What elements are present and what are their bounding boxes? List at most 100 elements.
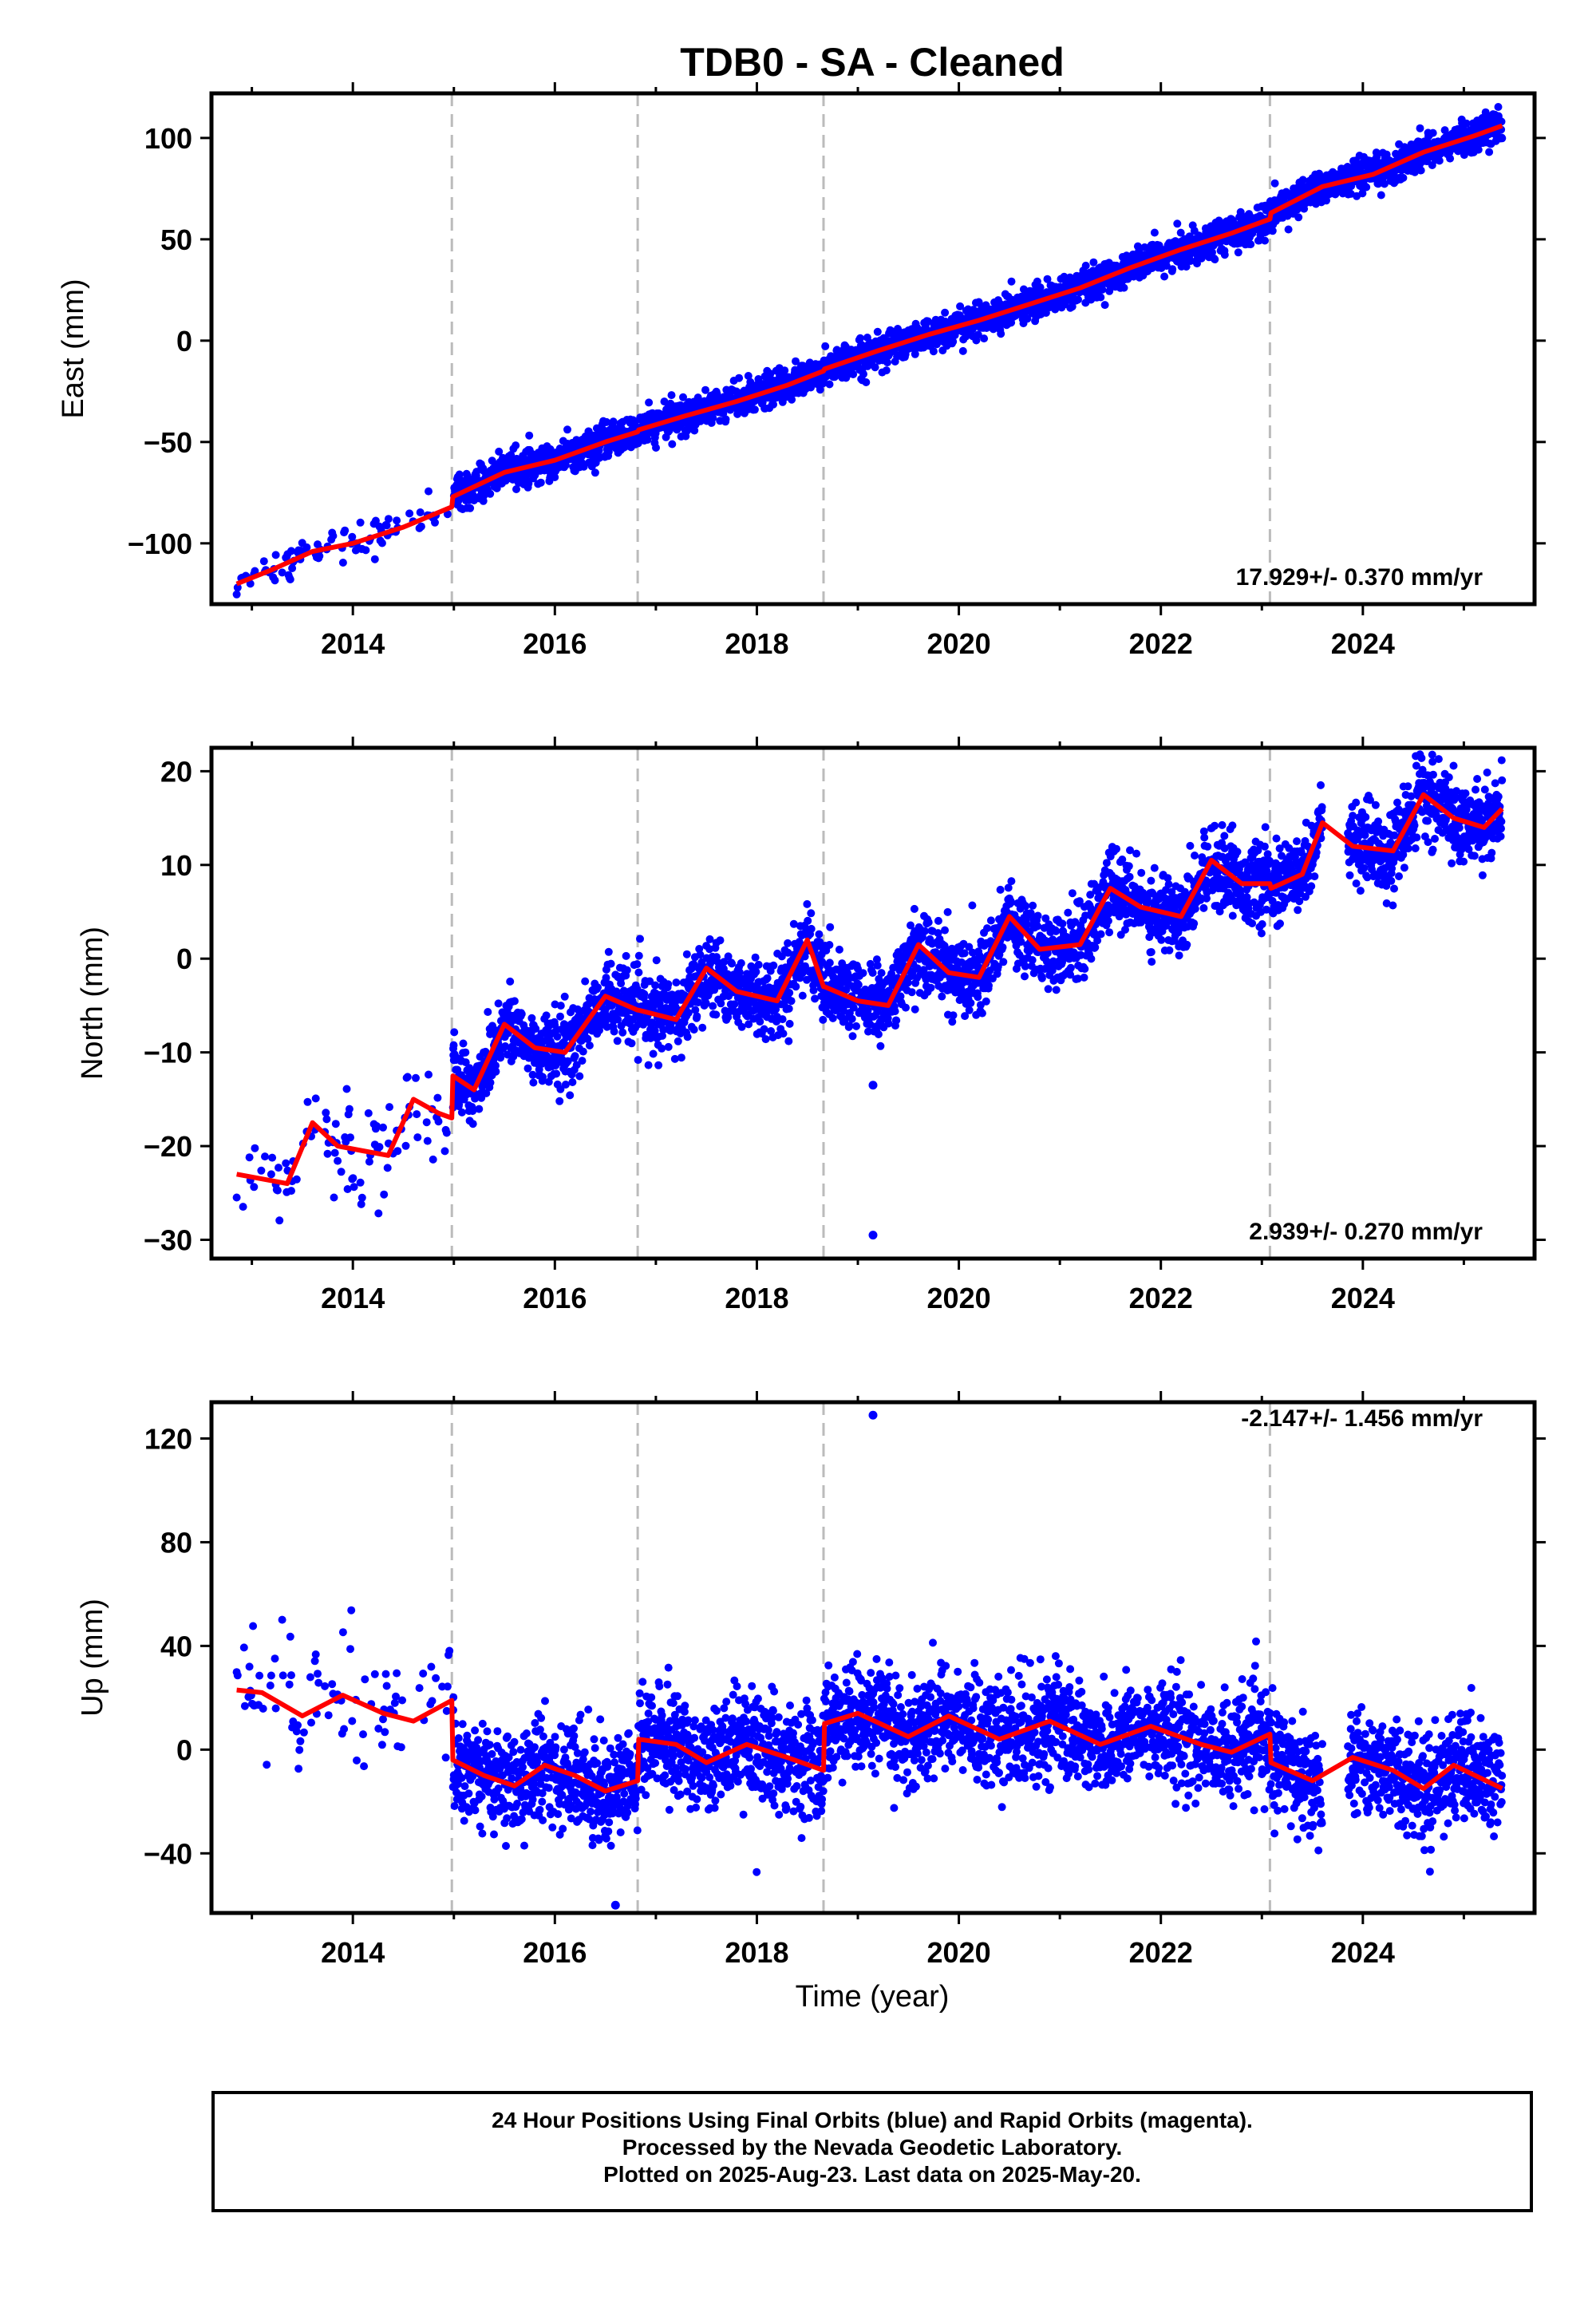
data-point: [664, 1042, 673, 1051]
data-point: [807, 924, 816, 933]
data-point: [842, 986, 851, 994]
data-point: [329, 532, 338, 540]
data-point: [777, 952, 786, 961]
data-point: [636, 935, 644, 943]
data-point: [859, 969, 867, 978]
data-point: [1081, 261, 1090, 270]
data-point: [856, 334, 864, 342]
data-point: [784, 1037, 793, 1045]
data-point: [259, 557, 268, 566]
data-point: [303, 1097, 312, 1106]
data-point: [383, 1164, 392, 1172]
data-point: [891, 1007, 899, 1016]
data-point: [525, 431, 534, 440]
data-point: [744, 372, 753, 380]
data-point: [526, 1053, 535, 1062]
data-point: [429, 1155, 437, 1164]
data-point: [754, 960, 763, 969]
data-point: [876, 1041, 885, 1050]
data-point: [433, 1093, 442, 1102]
data-point: [302, 543, 311, 551]
data-point: [345, 1105, 354, 1113]
data-point: [506, 977, 515, 986]
data-point: [393, 1147, 402, 1156]
data-point: [356, 1178, 365, 1187]
data-point: [693, 998, 702, 1006]
data-point: [1485, 148, 1494, 156]
x-tick-label: 2020: [927, 627, 991, 660]
data-point: [825, 958, 834, 967]
data-point: [287, 1187, 295, 1196]
data-point: [233, 583, 242, 592]
data-point: [646, 977, 654, 986]
data-point: [1041, 309, 1050, 317]
data-point: [667, 391, 676, 400]
data-point: [892, 1016, 901, 1025]
data-point: [1377, 191, 1385, 200]
data-point: [417, 522, 425, 531]
data-point: [911, 350, 919, 358]
data-point: [1246, 240, 1255, 249]
data-point: [591, 468, 599, 477]
data-point: [815, 930, 824, 939]
data-point: [825, 941, 834, 949]
data-point: [839, 1006, 848, 1015]
data-point: [384, 515, 393, 524]
panel-north: 2014 2016 2018 2020 2022 2024−30−20−1001020No…: [76, 737, 1546, 1314]
data-point: [578, 1057, 587, 1065]
data-point: [492, 1061, 500, 1070]
data-point: [468, 1107, 477, 1116]
data-point: [425, 1070, 433, 1079]
y-axis-label: East (mm): [57, 279, 90, 418]
data-point: [1261, 236, 1269, 245]
data-point: [459, 1039, 468, 1048]
data-point: [1270, 179, 1279, 188]
data-point: [717, 999, 725, 1008]
data-point: [475, 1105, 484, 1113]
data-point: [819, 1015, 828, 1024]
data-point: [412, 1073, 420, 1082]
data-point: [556, 1002, 565, 1010]
data-point: [787, 997, 796, 1006]
data-point: [1068, 302, 1077, 311]
data-point: [527, 1014, 536, 1022]
data-point: [536, 478, 545, 487]
data-point: [555, 1097, 564, 1105]
data-point: [660, 397, 669, 406]
data-point: [958, 346, 967, 355]
data-point: [670, 1054, 679, 1063]
data-point: [896, 992, 905, 1001]
data-point: [1462, 119, 1471, 128]
x-tick-label: 2022: [1129, 627, 1193, 660]
data-point: [956, 302, 965, 310]
data-point: [691, 1006, 700, 1014]
data-point: [524, 479, 533, 488]
data-point: [679, 393, 687, 401]
data-point: [889, 963, 898, 972]
data-point: [845, 1022, 854, 1030]
data-point: [370, 555, 379, 563]
data-point: [617, 979, 626, 988]
data-point: [980, 334, 989, 343]
data-point: [745, 1020, 753, 1029]
x-tick-label: 2016: [523, 627, 587, 660]
data-point: [1120, 283, 1128, 292]
data-point: [1160, 272, 1169, 281]
data-point: [583, 1034, 592, 1043]
data-point: [859, 370, 867, 378]
data-point: [271, 576, 279, 585]
data-point: [275, 1216, 284, 1225]
data-point: [658, 1044, 666, 1053]
data-point: [1380, 180, 1389, 188]
data-point: [1176, 228, 1185, 237]
data-point: [997, 330, 1005, 338]
data-point: [716, 936, 725, 945]
data-point: [358, 1193, 366, 1202]
data-point: [562, 460, 570, 469]
data-point: [442, 1128, 451, 1137]
data-point: [622, 951, 630, 960]
data-point: [633, 960, 642, 969]
data-point: [1416, 124, 1424, 132]
data-point: [512, 441, 520, 450]
data-point: [1428, 128, 1437, 137]
